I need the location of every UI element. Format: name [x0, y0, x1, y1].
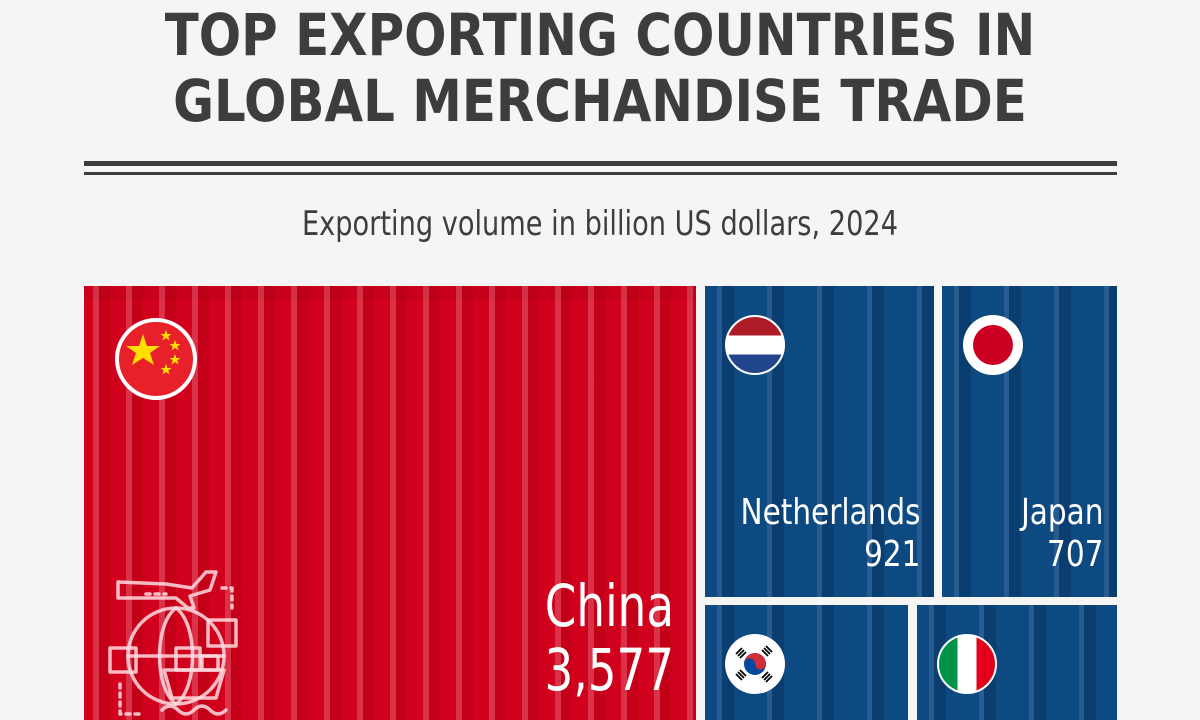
treemap-block-japan: Japan 707: [942, 286, 1117, 597]
export-value: 921: [863, 534, 920, 575]
japan-label: Japan 707: [1021, 492, 1103, 576]
title-divider-thick: [84, 161, 1117, 166]
italy-flag-icon: [937, 634, 997, 694]
china-flag-icon: [115, 318, 197, 400]
export-value: 3,577: [544, 636, 674, 704]
netherlands-flag-icon: [725, 315, 785, 375]
netherlands-label: Netherlands 921: [740, 492, 920, 576]
global-trade-logistics-icon: [108, 570, 238, 716]
south-korea-flag-icon: [725, 634, 785, 694]
country-name: Japan: [1020, 492, 1103, 533]
treemap-block-china: China 3,577: [84, 286, 696, 720]
export-value: 707: [1046, 534, 1103, 575]
chart-title: TOP EXPORTING COUNTRIES IN GLOBAL MERCHA…: [84, 2, 1116, 134]
title-line-1: TOP EXPORTING COUNTRIES IN: [164, 1, 1036, 69]
treemap-block-netherlands: Netherlands 921: [705, 286, 934, 597]
treemap-block-south-korea: [705, 605, 908, 720]
japan-flag-sun: [973, 325, 1013, 365]
japan-flag-icon: [963, 315, 1023, 375]
china-label: China 3,577: [544, 574, 674, 702]
chart-subtitle: Exporting volume in billion US dollars, …: [302, 204, 898, 244]
country-name: China: [544, 572, 674, 640]
title-divider-thin: [84, 172, 1117, 175]
country-name: Netherlands: [740, 492, 920, 533]
title-line-2: GLOBAL MERCHANDISE TRADE: [173, 67, 1027, 135]
treemap-block-italy: [917, 605, 1117, 720]
